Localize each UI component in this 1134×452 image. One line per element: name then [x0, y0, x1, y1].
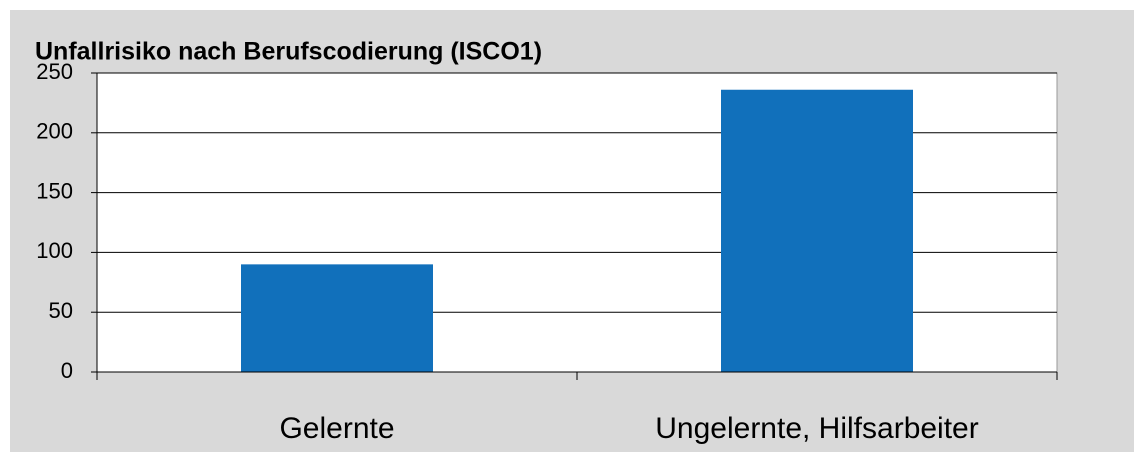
bar: [721, 89, 913, 372]
y-tick-label: 0: [61, 358, 73, 383]
chart-title: Unfallrisiko nach Berufscodierung (ISCO1…: [35, 38, 542, 66]
x-tick-label: Gelernte: [279, 412, 394, 445]
y-tick-label: 250: [36, 59, 73, 84]
y-tick-label: 50: [49, 298, 73, 323]
x-tick-label: Ungelernte, Hilfsarbeiter: [655, 412, 978, 445]
y-tick-label: 150: [36, 178, 73, 203]
y-tick-label: 200: [36, 119, 73, 144]
bar: [241, 264, 433, 372]
y-tick-label: 100: [36, 238, 73, 263]
